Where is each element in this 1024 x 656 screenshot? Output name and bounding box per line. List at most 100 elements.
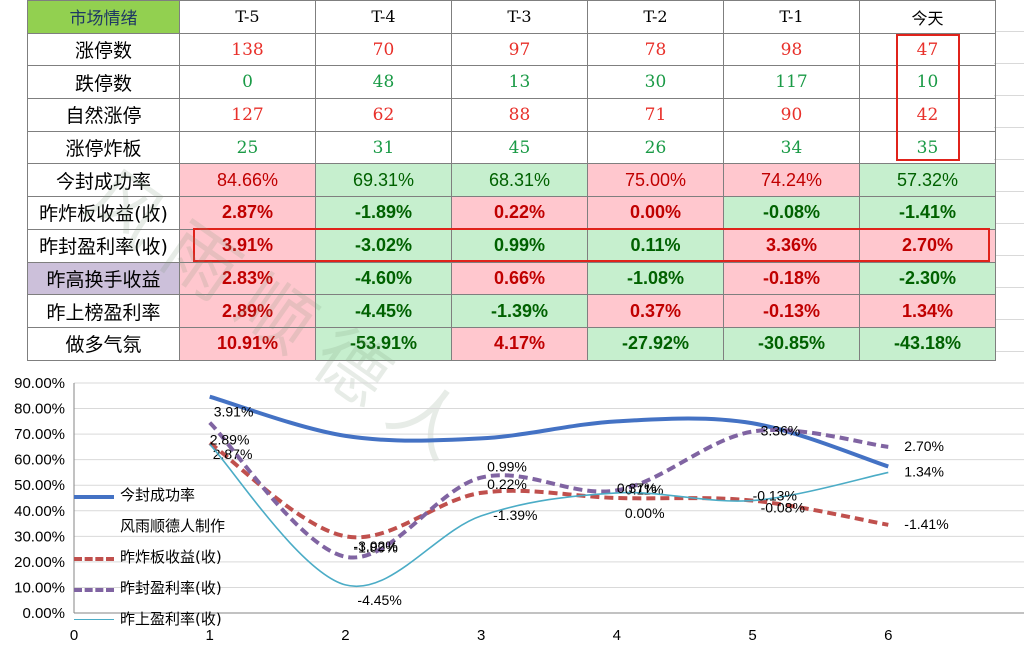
table-cell: 88 — [451, 98, 588, 132]
y-tick-label: 40.00% — [14, 503, 65, 520]
row-label: 跌停数 — [27, 65, 180, 100]
table-cell: 0 — [179, 65, 316, 100]
table-cell: 70 — [315, 32, 452, 67]
table-cell: 0.11% — [587, 228, 724, 263]
table-cell: -4.60% — [315, 261, 452, 296]
data-label: 0.99% — [487, 459, 527, 475]
series-line — [208, 421, 889, 560]
table-cell: 2.83% — [179, 261, 316, 296]
x-tick-label: 6 — [884, 627, 892, 644]
table-cell: 57.32% — [859, 163, 996, 198]
legend-swatch — [74, 588, 114, 592]
chart-canvas: 0.00% 10.00% 20.00% 30.00% 40.00% 5 0.00% 60.00… — [14, 375, 1024, 644]
y-tick-label: 20.00% — [14, 554, 65, 571]
data-label: 0.00% — [625, 505, 665, 521]
table-cell: 62 — [315, 98, 452, 132]
table-cell: -30.85% — [723, 326, 860, 361]
column-header: 今天 — [859, 0, 996, 34]
data-label: 1.34% — [904, 463, 944, 479]
x-tick-label: 2 — [341, 627, 349, 644]
series-line — [209, 443, 889, 588]
row-label: 涨停数 — [27, 32, 180, 67]
y-tick-label: 30.00% — [14, 528, 65, 545]
table-cell: -1.41% — [859, 196, 996, 230]
table-row: 昨封盈利率(收) 3.91% -3.02% 0.99% 0.11% 3.36% 2.70% — [27, 228, 996, 263]
table-cell: 48 — [315, 65, 452, 100]
market-sentiment-sheet: 市场情绪 T-5 T-4 T-3 T-2 T-1 今天 涨停数 138 70 97 78 98 47 跌停数… — [27, 0, 1024, 487]
table-cell: 0.22% — [451, 196, 588, 230]
table-cell: 34 — [723, 130, 860, 165]
table-cell: -0.13% — [723, 294, 860, 328]
table-cell: -4.45% — [315, 294, 452, 328]
table-row: 涨停炸板 25 31 45 26 34 35 — [27, 130, 996, 165]
y-tick-label: 0.00% — [22, 605, 65, 622]
chart-legend: 今封成功率 风雨顺德人制作 昨炸板收益(收) 昨封盈利率(收) 昨上盈利率(收) — [74, 480, 225, 635]
data-label: -0.13% — [753, 488, 797, 504]
series-line — [209, 394, 889, 469]
data-label: 0.22% — [487, 476, 527, 492]
y-tick-label: 10.00% — [14, 579, 65, 596]
row-label: 昨炸板收益(收) — [27, 196, 180, 230]
table-cell: 0.37% — [587, 294, 724, 328]
legend-swatch — [74, 619, 114, 620]
table-cell: 98 — [723, 32, 860, 67]
column-header: T-4 — [315, 0, 452, 34]
table-row: 跌停数 0 48 13 30 117 10 — [27, 65, 996, 100]
table-cell: 138 — [179, 32, 316, 67]
legend-note-text: 风雨顺德人制作 — [120, 517, 226, 535]
table-cell: -43.18% — [859, 326, 996, 361]
table-cell: 0.00% — [587, 196, 724, 230]
data-label: 0.37% — [617, 480, 657, 496]
table-cell: 74.24% — [723, 163, 860, 198]
legend-swatch — [74, 557, 114, 561]
table-row: 自然涨停 127 62 88 71 90 42 — [27, 98, 996, 132]
table-cell: -53.91% — [315, 326, 452, 361]
data-label: -1.39% — [493, 507, 537, 523]
y-tick-label: 90.00% — [14, 375, 65, 392]
table-cell: -0.08% — [723, 196, 860, 230]
table-cell: 78 — [587, 32, 724, 67]
x-tick-label: 5 — [748, 627, 756, 644]
column-header: T-1 — [723, 0, 860, 34]
table-cell: 10.91% — [179, 326, 316, 361]
table-cell: 0.99% — [451, 228, 588, 263]
table-cell: 3.36% — [723, 228, 860, 263]
y-tick-label: 60.00% — [14, 452, 65, 469]
series-line — [208, 441, 889, 540]
table-cell: 69.31% — [315, 163, 452, 198]
y-tick-label: 70.00% — [14, 426, 65, 443]
table-cell: -0.18% — [723, 261, 860, 296]
x-tick-label: 1 — [206, 627, 214, 644]
column-header: T-3 — [451, 0, 588, 34]
table-cell: 2.70% — [859, 228, 996, 263]
table-cell: -1.08% — [587, 261, 724, 296]
table-cell: 30 — [587, 65, 724, 100]
table-cell: 13 — [451, 65, 588, 100]
legend-label: 今封成功率 — [120, 486, 196, 504]
table-row: 昨上榜盈利率 2.89% -4.45% -1.39% 0.37% -0.13% 1.34% — [27, 294, 996, 328]
table-cell: 0.66% — [451, 261, 588, 296]
table-cell: 31 — [315, 130, 452, 165]
y-tick-label: 80.00% — [14, 401, 65, 418]
table-cell: 45 — [451, 130, 588, 165]
legend-note: 风雨顺德人制作 — [74, 511, 225, 542]
x-tick-label: 4 — [613, 627, 621, 644]
legend-label: 昨上盈利率(收) — [120, 610, 222, 628]
data-label: 2.70% — [904, 438, 944, 454]
data-label: 2.87% — [213, 446, 253, 462]
column-header: T-2 — [587, 0, 724, 34]
table-cell: 26 — [587, 130, 724, 165]
x-tick-label: 0 — [70, 627, 78, 644]
data-label: -0.08% — [761, 500, 805, 516]
header-label: 市场情绪 — [27, 0, 180, 34]
table-cell: 75.00% — [587, 163, 724, 198]
legend-swatch — [74, 495, 114, 499]
row-label: 昨封盈利率(收) — [27, 228, 180, 263]
legend-item: 昨上盈利率(收) — [74, 604, 225, 635]
row-label: 昨上榜盈利率 — [27, 294, 180, 328]
data-label: -3.02% — [353, 538, 397, 554]
table-cell: -2.30% — [859, 261, 996, 296]
data-label: 2.89% — [210, 431, 250, 447]
table-row: 昨炸板收益(收) 2.87% -1.89% 0.22% 0.00% -0.08% -1.41… — [27, 196, 996, 230]
table-cell: 3.91% — [179, 228, 316, 263]
